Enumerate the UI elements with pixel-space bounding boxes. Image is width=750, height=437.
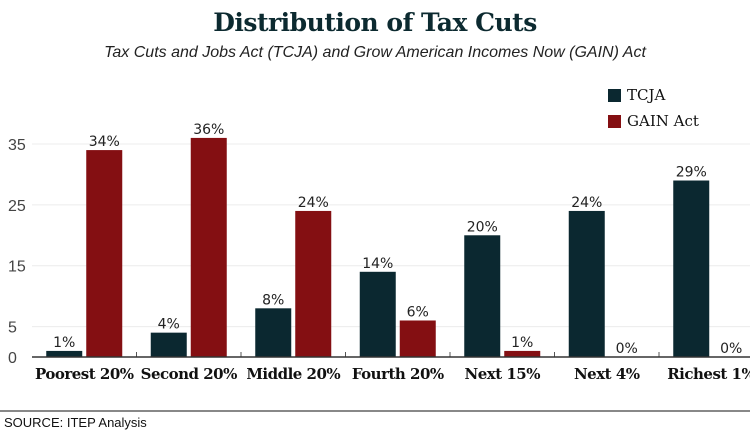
bar-gain-1 (190, 137, 227, 357)
bar-tcja-3 (359, 271, 396, 357)
data-label: 1% (511, 335, 533, 351)
data-label: 14% (362, 256, 393, 272)
data-label: 20% (467, 219, 498, 235)
data-label: 0% (616, 341, 638, 357)
data-label: 8% (262, 292, 284, 308)
y-tick-label: 25 (8, 198, 26, 215)
legend-label-gain: GAIN Act (627, 112, 699, 130)
legend-swatch-tcja (608, 88, 621, 102)
x-tick-label: Richest 1% (667, 365, 750, 383)
x-tick-label: Second 20% (141, 365, 238, 383)
bar-tcja-2 (255, 308, 292, 357)
data-label: 34% (89, 134, 120, 150)
x-tick-label: Fourth 20% (352, 365, 444, 383)
data-label: 4% (158, 317, 180, 333)
source-divider (0, 410, 750, 412)
legend-swatch-gain (608, 114, 621, 128)
data-label: 36% (193, 122, 224, 138)
legend-item-tcja: TCJA (608, 82, 699, 108)
legend-label-tcja: TCJA (627, 86, 666, 104)
bar-gain-4 (504, 350, 541, 357)
legend-item-gain: GAIN Act (608, 108, 699, 134)
bar-gain-3 (399, 320, 436, 357)
data-label: 29% (676, 165, 707, 181)
bar-tcja-1 (150, 332, 187, 357)
x-tick-label: Poorest 20% (35, 365, 134, 383)
bar-tcja-5 (568, 210, 605, 357)
x-tick-label: Next 4% (574, 365, 640, 383)
source-note: SOURCE: ITEP Analysis (4, 415, 147, 430)
data-label: 1% (53, 335, 75, 351)
y-tick-label: 0 (8, 350, 17, 367)
data-label: 0% (720, 341, 742, 357)
x-tick-label: Next 15% (465, 365, 541, 383)
bar-chart: 0 5 15 25 35 1% 34% Poorest 20% 4% 36% Second 20% 8… (8, 122, 750, 383)
chart-subtitle: Tax Cuts and Jobs Act (TCJA) and Grow Am… (104, 44, 646, 61)
data-label: 24% (571, 195, 602, 211)
bar-tcja-6 (673, 180, 710, 357)
data-label: 24% (298, 195, 329, 211)
bar-gain-0 (86, 150, 123, 357)
x-tick-label: Middle 20% (246, 365, 340, 383)
data-label: 6% (407, 304, 429, 320)
bar-gain-2 (295, 210, 332, 357)
y-tick-label: 15 (8, 259, 26, 276)
y-tick-label: 5 (8, 320, 17, 337)
y-tick-label: 35 (8, 137, 26, 154)
bar-tcja-4 (464, 235, 501, 357)
chart-title: Distribution of Tax Cuts (213, 8, 537, 37)
legend: TCJA GAIN Act (608, 82, 699, 134)
bar-tcja-0 (46, 350, 83, 357)
